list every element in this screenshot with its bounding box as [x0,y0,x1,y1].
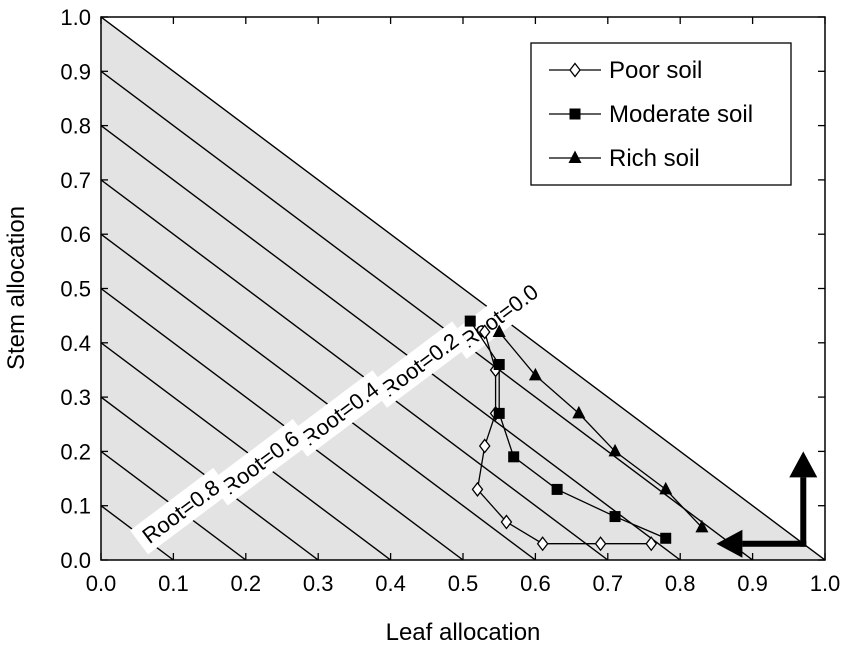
y-tick-label: 0.8 [60,114,91,139]
y-tick-label: 0.4 [60,331,91,356]
root-label-box [130,467,232,555]
x-tick-label: 0.4 [375,571,406,596]
data-point [569,108,581,120]
arrow-head [716,529,743,558]
data-point [645,536,658,552]
data-point [572,405,586,419]
legend-label: Rich soil [609,145,700,172]
x-tick-label: 0.1 [158,571,189,596]
x-tick-label: 0.2 [231,571,262,596]
y-tick-label: 0.3 [60,385,91,410]
data-point [609,511,621,523]
data-point [493,359,505,371]
root-isoline [101,70,754,560]
x-tick-label: 1.0 [810,571,841,596]
legend-entry: Poor soil [549,57,702,84]
data-point [478,324,491,340]
x-tick-label: 0.5 [448,571,479,596]
x-tick-label: 0.0 [86,571,117,596]
x-tick-label: 0.9 [737,571,768,596]
x-tick-label: 0.8 [665,571,696,596]
y-tick-label: 0.2 [60,439,91,464]
data-point [695,519,709,533]
root-isoline [101,17,825,560]
x-tick-label: 0.6 [520,571,551,596]
data-point [536,536,549,552]
y-tick-label: 0.0 [60,548,91,573]
data-point [660,532,672,544]
data-point [492,324,506,337]
data-point [471,481,484,497]
legend-label: Moderate soil [609,101,753,128]
root-isoline [101,233,536,560]
y-axis-title: Stem allocation [3,206,30,370]
data-point [551,483,563,495]
data-point [500,514,513,530]
data-point [594,536,607,552]
data-point [659,481,673,495]
series-line [498,331,703,528]
root-isoline [101,342,392,560]
root-isoline [101,125,681,560]
x-tick-label: 0.3 [303,571,334,596]
x-axis-title: Leaf allocation [386,619,541,646]
data-point [528,367,542,381]
legend-entry: Rich soil [549,145,700,172]
data-point [493,407,505,419]
y-tick-label: 0.7 [60,168,91,193]
root-isoline [101,179,609,560]
root-label-box [368,321,471,408]
y-tick-label: 0.9 [60,59,91,84]
y-tick-label: 0.5 [60,277,91,302]
data-point [608,443,622,457]
x-tick-label: 0.7 [593,571,624,596]
legend-label: Poor soil [609,57,702,84]
data-point [464,315,476,327]
data-point [508,451,520,463]
y-tick-label: 0.1 [60,494,91,519]
series-rich-soil [492,324,709,533]
data-point [569,62,581,78]
root-label-box [209,419,311,506]
arrow-head [789,451,818,478]
legend: Poor soil Moderate soil Rich soil [530,42,792,186]
root-label-box [448,272,550,359]
data-point [568,150,582,163]
data-point [478,438,491,454]
y-tick-label: 0.6 [60,222,91,247]
root-label-box [289,370,391,457]
root-isoline [101,287,464,560]
series-moderate-soil [464,315,672,544]
y-tick-label: 1.0 [60,5,91,30]
legend-entry: Moderate soil [549,101,753,128]
